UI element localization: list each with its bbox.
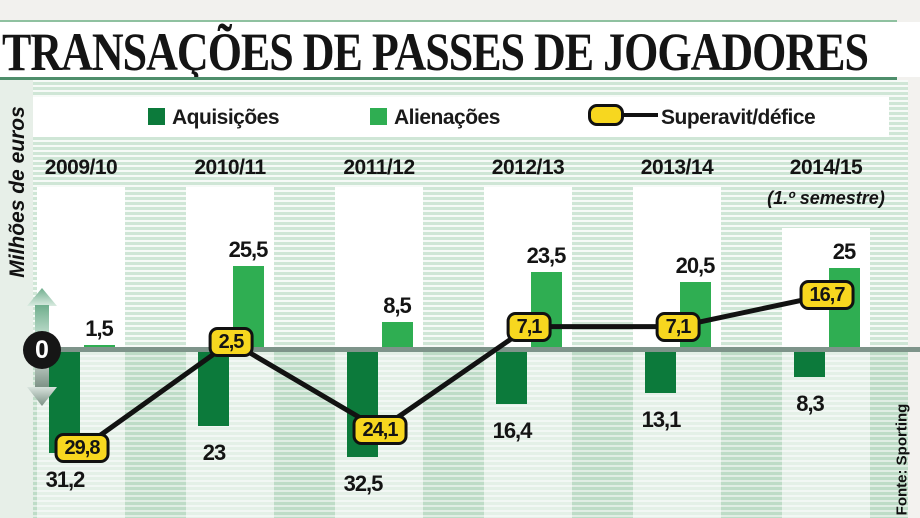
acquisitions-value: 32,5 — [343, 471, 384, 497]
balance-value-pill: 7,1 — [506, 311, 552, 342]
acquisitions-value: 8,3 — [796, 391, 825, 417]
legend-label-acquisitions: Aquisições — [172, 106, 280, 129]
right-gutter — [908, 80, 920, 518]
acquisitions-value: 31,2 — [45, 466, 86, 492]
acquisitions-value: 23 — [202, 439, 227, 465]
season-label: 2010/11 — [194, 156, 266, 179]
sales-value: 1,5 — [85, 316, 114, 342]
acquisitions-bar — [794, 350, 825, 378]
acquisitions-bar — [645, 350, 676, 394]
balance-value-pill: 7,1 — [655, 311, 701, 342]
acquisitions-swatch-icon — [148, 108, 165, 125]
top-margin — [0, 0, 920, 20]
sales-value: 25,5 — [228, 236, 269, 262]
legend-label-balance: Superavit/défice — [661, 106, 816, 129]
title-top-rule — [0, 20, 897, 22]
sales-value: 8,5 — [383, 292, 412, 318]
season-label: 2012/13 — [491, 156, 565, 179]
season-label: 2011/12 — [343, 156, 415, 179]
title-bottom-rule — [0, 77, 897, 80]
season-subnote: (1.º semestre) — [767, 188, 885, 208]
acquisitions-bar — [496, 350, 527, 405]
y-axis-label: Milhões de euros — [6, 106, 29, 278]
zero-axis-badge: 0 — [23, 331, 61, 369]
sales-swatch-icon — [370, 108, 387, 125]
page-title: TRANSAÇÕES DE PASSES DE JOGADORES — [2, 22, 869, 83]
balance-line-icon — [622, 113, 658, 117]
sales-value: 25 — [832, 238, 857, 264]
legend — [33, 97, 889, 137]
season-label: 2013/14 — [640, 156, 714, 179]
source-credit: Fonte: Sporting — [893, 403, 911, 516]
title-band — [0, 22, 920, 77]
season-label: 2014/15 — [789, 156, 863, 179]
balance-value-pill: 29,8 — [54, 433, 110, 464]
sales-bar — [382, 321, 413, 350]
acquisitions-value: 13,1 — [641, 407, 682, 433]
acquisitions-value: 16,4 — [492, 418, 533, 444]
acquisitions-bar — [198, 350, 229, 426]
season-label: 2009/10 — [44, 156, 118, 179]
balance-value-pill: 24,1 — [352, 414, 408, 445]
sales-value: 23,5 — [526, 243, 567, 269]
legend-label-sales: Alienações — [394, 106, 500, 129]
zero-baseline — [30, 347, 920, 352]
sales-value: 20,5 — [675, 253, 716, 279]
balance-pill-icon — [588, 104, 624, 126]
balance-value-pill: 16,7 — [799, 279, 855, 310]
balance-value-pill: 2,5 — [208, 326, 254, 357]
